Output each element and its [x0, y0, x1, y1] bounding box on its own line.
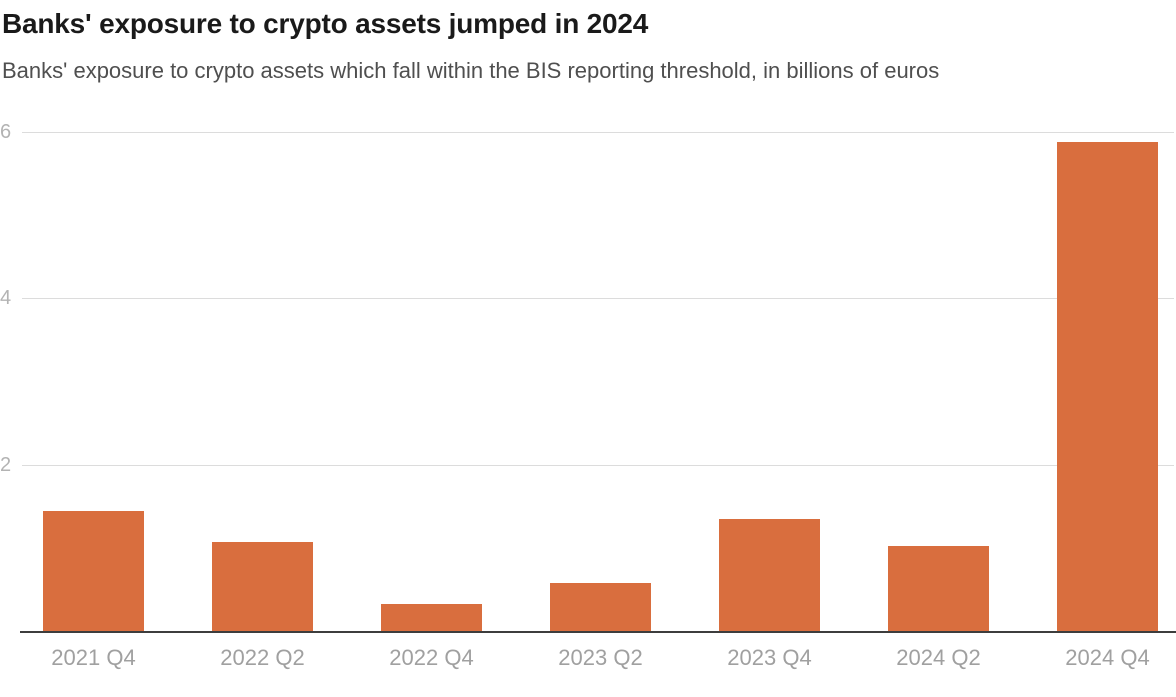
x-tick-label: 2021 Q4 [51, 645, 136, 670]
gridline-y-2 [22, 465, 1174, 467]
x-axis-line [20, 631, 1176, 633]
x-tick-label: 2022 Q4 [389, 645, 474, 670]
x-tick-label: 2022 Q2 [220, 645, 305, 670]
bar-2021-q4 [43, 511, 144, 632]
x-tick-label: 2023 Q2 [558, 645, 643, 670]
x-tick-label: 2024 Q2 [896, 645, 981, 670]
plot-area: 2 4 6 [0, 115, 1176, 633]
x-tick-label: 2023 Q4 [727, 645, 812, 670]
y-tick-label: 4 [0, 287, 12, 310]
bar-2023-q2 [550, 582, 651, 632]
bar-2024-q2 [888, 546, 989, 632]
y-tick-label: 6 [0, 120, 12, 143]
gridline-y-4 [22, 298, 1174, 300]
bar-2023-q4 [719, 518, 820, 632]
bar-2022-q2 [212, 541, 313, 632]
chart-subtitle: Banks' exposure to crypto assets which f… [2, 58, 940, 83]
y-tick-label: 2 [0, 454, 12, 477]
x-tick-label: 2024 Q4 [1065, 645, 1150, 670]
gridline-y-6 [22, 131, 1174, 133]
chart-title: Banks' exposure to crypto assets jumped … [2, 8, 649, 39]
bar-2022-q4 [381, 603, 482, 632]
bar-2024-q4 [1057, 141, 1158, 632]
